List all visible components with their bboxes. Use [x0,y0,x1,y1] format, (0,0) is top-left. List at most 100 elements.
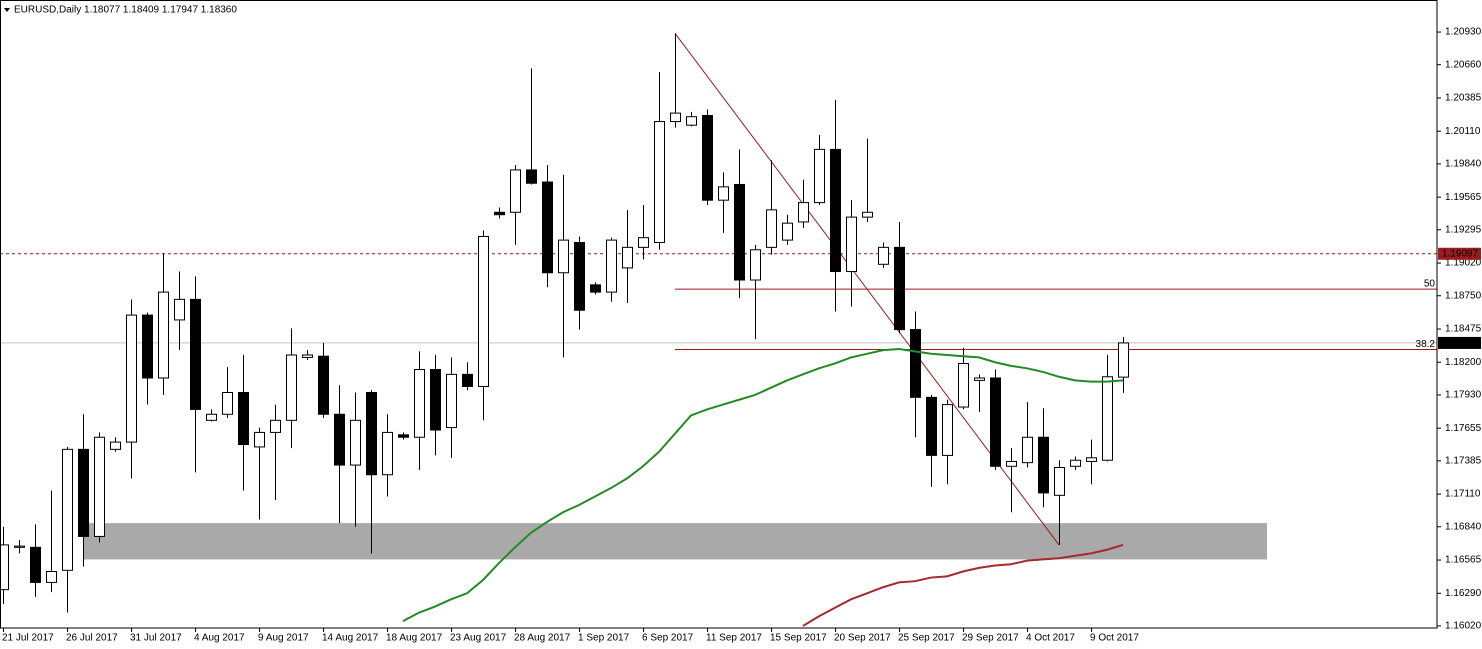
y-tick-label: 1.18200 [1445,357,1482,368]
candle-body-bear [334,413,345,466]
y-tick-label: 1.20930 [1445,27,1482,38]
x-tick-label: 4 Oct 2017 [1026,633,1075,644]
y-tick-label: 1.19840 [1445,159,1482,170]
y-tick-label: 1.16565 [1445,555,1482,566]
fib-level-label: 38.2 [1416,339,1436,350]
y-tick-label: 1.19295 [1445,224,1482,235]
candle-body-bull [478,235,489,387]
candle-body-bull [878,246,889,265]
candle-body-bear [398,434,409,438]
candle-body-bull [1022,436,1033,464]
candle-body-bear [542,181,553,274]
y-tick-label: 1.20110 [1445,126,1481,137]
x-tick-label: 23 Aug 2017 [450,633,507,644]
candle-body-bear [526,169,537,184]
candle-body-bull [606,239,617,293]
x-tick-label: 29 Sep 2017 [962,633,1019,644]
candle-body-bull [558,239,569,274]
y-tick-label: 1.19020 [1445,258,1482,269]
x-tick-label: 26 Jul 2017 [66,633,118,644]
candle-body-bear [366,392,377,476]
x-tick-label: 9 Aug 2017 [258,633,309,644]
x-tick-label: 1 Sep 2017 [578,633,630,644]
x-tick-label: 25 Sep 2017 [898,633,955,644]
candle-body-bull [94,436,105,537]
candle-body-bull [62,448,73,571]
x-tick-label: 4 Aug 2017 [194,633,245,644]
candle-body-bull [782,222,793,241]
candle-body-bull [206,413,217,421]
candle-body-bear [574,242,585,311]
candle-body-bull [222,392,233,415]
candle-body-bull [1070,459,1081,467]
alert-price-box [1438,247,1481,260]
candle-body-bull [686,116,697,126]
candle-body-bull [286,354,297,421]
candle-body-bull [958,362,969,408]
candle-body-bear [926,396,937,456]
candle-body-bull [350,419,361,466]
y-tick-label: 1.17655 [1445,423,1482,434]
candle-body-bull [302,354,313,358]
candle-body-bear [238,392,249,446]
candle-body-bull [158,291,169,379]
x-tick-label: 6 Sep 2017 [642,633,694,644]
y-tick-label: 1.17385 [1445,455,1482,466]
candle-body-bull [622,246,633,269]
bid-price-label: 1.18360 [1442,338,1479,349]
candle-body-bull [1102,376,1113,461]
candle-body-bull [862,211,873,218]
x-tick-label: 20 Sep 2017 [834,633,891,644]
candle-body-bull [126,314,137,443]
candle-body-bear [910,329,921,398]
candle-body-bull [1054,466,1065,496]
x-tick-label: 14 Aug 2017 [322,633,379,644]
candle-body-bear [78,448,89,537]
y-tick-label: 1.16020 [1445,621,1482,632]
bid-price-box [1438,336,1481,349]
candle-body-bear [318,355,329,415]
candle-body-bear [702,115,713,201]
candle-body-bull [14,545,25,548]
candle-body-bear [1038,436,1049,494]
x-tick-label: 21 Jul 2017 [2,633,54,644]
candle-body-bull [110,441,121,450]
candle-body-bull [1086,457,1097,462]
y-tick-label: 1.17930 [1445,390,1482,401]
candle-body-bull [638,237,649,248]
candle-body-bear [142,314,153,379]
x-tick-label: 15 Sep 2017 [770,633,827,644]
x-tick-label: 9 Oct 2017 [1090,633,1139,644]
candle-body-bull [0,544,9,591]
alert-price-label: 1.19097 [1442,248,1479,259]
x-tick-label: 18 Aug 2017 [386,633,443,644]
y-tick-label: 1.18475 [1445,324,1482,335]
candle-body-bull [750,249,761,281]
y-tick-label: 1.18750 [1445,290,1482,301]
candle-body-bull [798,202,809,223]
support-zone [83,523,1267,560]
candle-body-bull [942,404,953,456]
candle-body-bull [974,377,985,381]
plot-frame [0,0,1438,629]
menu-arrow[interactable] [4,8,10,12]
candle-body-bull [718,186,729,201]
candle-body-bear [990,377,1001,467]
moving-average-line [802,543,1124,627]
candle-body-bull [254,431,265,448]
y-tick-label: 1.17110 [1445,489,1481,500]
candle-body-bear [462,373,473,387]
candle-body-bull [510,169,521,213]
x-tick-label: 31 Jul 2017 [130,633,182,644]
x-tick-label: 11 Sep 2017 [706,633,762,644]
candle-body-bull [1118,342,1129,378]
candle-body-bull [46,571,57,583]
x-tick-label: 28 Aug 2017 [514,633,571,644]
candle-body-bull [1006,460,1017,467]
candle-body-bull [414,369,425,438]
candle-body-bull [846,216,857,273]
candle-body-bear [894,246,905,331]
y-tick-label: 1.20385 [1445,93,1482,104]
candle-body-bull [766,209,777,248]
candle-body-bear [190,298,201,410]
